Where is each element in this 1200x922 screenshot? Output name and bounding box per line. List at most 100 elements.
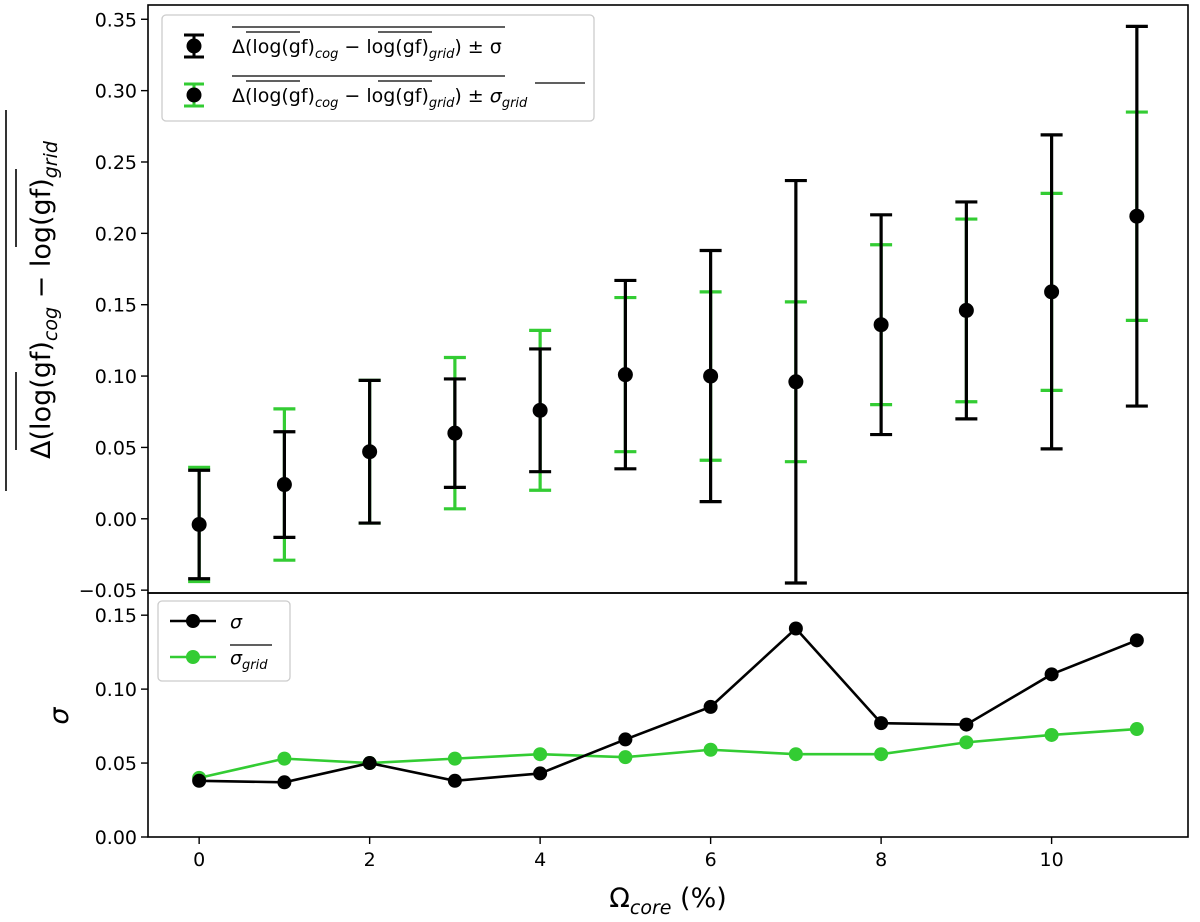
legend-2-a: log(gf) bbox=[252, 85, 315, 107]
bottom-y-tick-label: 0.05 bbox=[95, 753, 137, 775]
sigma-point bbox=[1129, 633, 1144, 648]
sigma-point bbox=[362, 756, 377, 771]
sigma-grid-point bbox=[533, 747, 548, 762]
top-ylabel-asub: cog bbox=[40, 307, 62, 341]
mean-point bbox=[532, 402, 548, 418]
x-tick-label: 4 bbox=[534, 849, 546, 871]
top-y-tick-label: 0.00 bbox=[95, 509, 137, 531]
svg-text:Δ(log(gf)cog − log(gf)grid) ±: Δ(log(gf)cog − log(gf)grid) ± σ bbox=[232, 36, 502, 62]
legend-sigma-grid-sym: σ bbox=[230, 647, 243, 669]
top-ylabel-bsub: grid bbox=[40, 140, 62, 178]
mean-point bbox=[1044, 284, 1060, 300]
top-y-axis-label: Δ(log(gf)cog − log(gf)grid bbox=[5, 110, 62, 491]
legend-2-symsub: grid bbox=[502, 96, 528, 111]
mean-point bbox=[447, 425, 463, 441]
legend-sigma-grid-sub: grid bbox=[242, 658, 268, 673]
bottom-series bbox=[192, 621, 1144, 790]
bottom-y-tick-label: 0.10 bbox=[95, 679, 137, 701]
sigma-point bbox=[192, 773, 207, 788]
legend-1-bsub: grid bbox=[429, 47, 455, 62]
legend-1-suffix: ) ± σ bbox=[454, 36, 501, 58]
sigma-point bbox=[618, 732, 633, 747]
bottom-axes-frame bbox=[147, 592, 1189, 838]
legend-1-b: log(gf) bbox=[366, 36, 429, 58]
top-y-tick-label: 0.20 bbox=[95, 223, 137, 245]
sigma-grid-point bbox=[277, 751, 292, 766]
mean-point bbox=[958, 302, 974, 318]
sigma-point bbox=[533, 766, 548, 781]
bottom-y-tick-label: 0.00 bbox=[95, 827, 137, 849]
sigma-grid-point bbox=[703, 742, 718, 757]
sigma-point bbox=[1044, 667, 1059, 682]
x-tick-label: 8 bbox=[875, 849, 887, 871]
sigma-point bbox=[447, 773, 462, 788]
top-y-tick-label: −0.05 bbox=[79, 580, 137, 602]
sigma-grid-point bbox=[959, 735, 974, 750]
svg-text:Δ(log(gf)cog − log(gf)grid) ±: Δ(log(gf)cog − log(gf)grid) ± σgrid bbox=[232, 85, 528, 111]
sigma-point bbox=[959, 717, 974, 732]
x-label-suffix: (%) bbox=[671, 883, 726, 914]
top-legend: Δ(log(gf)cog − log(gf)grid) ± σ Δ(log(gf… bbox=[161, 14, 595, 122]
x-label-omega: Ω bbox=[609, 883, 630, 914]
sigma-point bbox=[874, 716, 889, 731]
sigma-grid-point bbox=[447, 751, 462, 766]
legend-1-a: log(gf) bbox=[252, 36, 315, 58]
mean-point bbox=[362, 444, 378, 460]
legend-1-asub: cog bbox=[315, 47, 338, 62]
x-tick-label: 6 bbox=[705, 849, 717, 871]
sigma-point bbox=[277, 775, 292, 790]
legend-2-sym: σ bbox=[490, 85, 503, 107]
legend-1-minus: − bbox=[338, 36, 366, 58]
x-tick-label: 0 bbox=[193, 849, 205, 871]
legend-sigma-grid-marker bbox=[186, 650, 200, 664]
x-tick-label: 2 bbox=[364, 849, 376, 871]
mean-points bbox=[191, 208, 1145, 532]
legend-marker-sigma bbox=[184, 33, 204, 59]
sigma-grid-point bbox=[1129, 722, 1144, 737]
sigma-point bbox=[703, 699, 718, 714]
top-y-tick-label: 0.15 bbox=[95, 295, 137, 317]
top-y-tick-label: 0.35 bbox=[95, 9, 137, 31]
legend-2-prefix: Δ( bbox=[232, 85, 252, 107]
mean-point bbox=[191, 516, 207, 532]
legend-2-bsub: grid bbox=[429, 96, 455, 111]
legend-2-suffix: ) ± bbox=[454, 85, 489, 107]
bottom-y-axis-label: σ bbox=[44, 707, 75, 725]
mean-point bbox=[1129, 208, 1145, 224]
sigma-line bbox=[199, 626, 1138, 784]
mean-point bbox=[617, 367, 633, 383]
legend-sigma-marker bbox=[186, 614, 200, 628]
mean-point bbox=[703, 368, 719, 384]
x-ticks: 0 2 4 6 8 10 bbox=[193, 837, 1064, 871]
sigma-grid-point bbox=[618, 750, 633, 765]
legend-sigma-grid-label: σgrid bbox=[230, 647, 268, 673]
mean-point bbox=[276, 477, 292, 493]
x-axis-label: Ωcore (%) bbox=[609, 883, 727, 919]
top-ylabel-b: log(gf) bbox=[26, 178, 57, 267]
top-y-tick-label: 0.10 bbox=[95, 366, 137, 388]
sigma-grid-line bbox=[198, 727, 1137, 780]
sigma-point bbox=[788, 621, 803, 636]
legend-2-asub: cog bbox=[315, 96, 338, 111]
legend-marker-sigma-grid bbox=[184, 82, 204, 108]
bottom-y-tick-label: 0.15 bbox=[95, 605, 137, 627]
bottom-legend: σ σgrid bbox=[157, 600, 291, 682]
legend-2-minus: − bbox=[338, 85, 366, 107]
top-y-ticks: −0.05 0.00 0.05 0.10 0.15 0.20 0.25 0.30 0.35 bbox=[79, 9, 148, 602]
x-tick-label: 10 bbox=[1040, 849, 1064, 871]
sigma-grid-point bbox=[874, 747, 889, 762]
sigma-grid-errorbars bbox=[188, 110, 1148, 584]
top-ylabel-prefix: Δ( bbox=[26, 430, 57, 459]
sigma-grid-point bbox=[1044, 727, 1059, 742]
svg-text:Δ(log(gf)cog − log(gf)grid: Δ(log(gf)cog − log(gf)grid bbox=[26, 140, 62, 459]
top-y-tick-label: 0.25 bbox=[95, 152, 137, 174]
top-y-tick-label: 0.30 bbox=[95, 81, 137, 103]
legend-1-prefix: Δ( bbox=[232, 36, 252, 58]
legend-2-b: log(gf) bbox=[366, 85, 429, 107]
mean-point bbox=[873, 317, 889, 333]
top-ylabel-minus: − bbox=[26, 267, 57, 307]
x-label-sub: core bbox=[630, 897, 672, 919]
legend-sigma-label: σ bbox=[230, 611, 243, 633]
mean-point bbox=[788, 374, 804, 390]
